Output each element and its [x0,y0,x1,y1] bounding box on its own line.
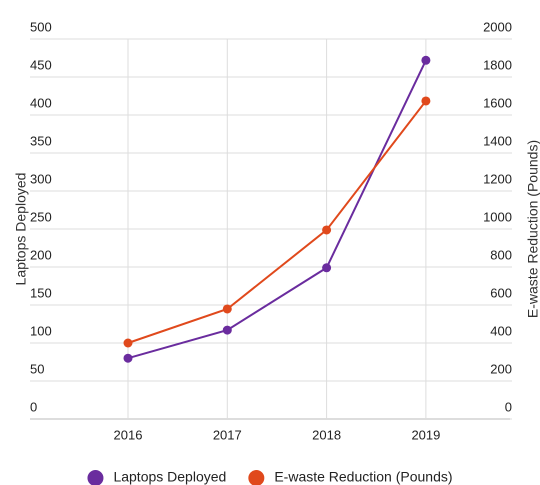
x-tick-label: 2017 [213,427,242,442]
series-line [127,59,427,360]
y-tick-label: 0 [30,399,37,414]
x-tick-label: 2019 [411,427,440,442]
x-tick-label: 2018 [312,427,341,442]
y-tick-label: 350 [30,133,52,148]
y2-tick-label: 1800 [483,57,512,72]
y2-tick-label: 0 [505,399,512,414]
y2-axis-title: E-waste Reduction (Pounds) [525,140,540,318]
data-point [222,304,232,314]
y-tick-label: 300 [30,171,52,186]
data-point [123,338,133,348]
data-point [421,55,431,65]
y-tick-label: 450 [30,57,52,72]
data-point [421,96,431,106]
legend-swatch [248,470,265,485]
y2-tick-label: 800 [490,247,512,262]
y2-tick-label: 1400 [483,133,512,148]
legend-label: Laptops Deployed [113,469,226,485]
y2-tick-label: 1000 [483,209,512,224]
data-point [123,353,133,363]
series-line [127,100,427,344]
legend-swatch [87,470,104,485]
legend-label: E-waste Reduction (Pounds) [274,469,452,485]
data-point [322,263,332,273]
y-tick-label: 500 [30,19,52,34]
y2-tick-label: 1200 [483,171,512,186]
y-tick-label: 200 [30,247,52,262]
y2-tick-label: 2000 [483,19,512,34]
y2-tick-label: 600 [490,285,512,300]
data-point [222,325,232,335]
y2-tick-label: 400 [490,323,512,338]
y-tick-label: 50 [30,361,44,376]
y2-tick-label: 1600 [483,95,512,110]
y2-tick-label: 200 [490,361,512,376]
y-tick-label: 150 [30,285,52,300]
y-tick-label: 400 [30,95,52,110]
data-point [322,225,332,235]
y-tick-label: 250 [30,209,52,224]
x-tick-label: 2016 [114,427,143,442]
y-axis-title: Laptops Deployed [13,173,29,286]
y-tick-label: 100 [30,323,52,338]
